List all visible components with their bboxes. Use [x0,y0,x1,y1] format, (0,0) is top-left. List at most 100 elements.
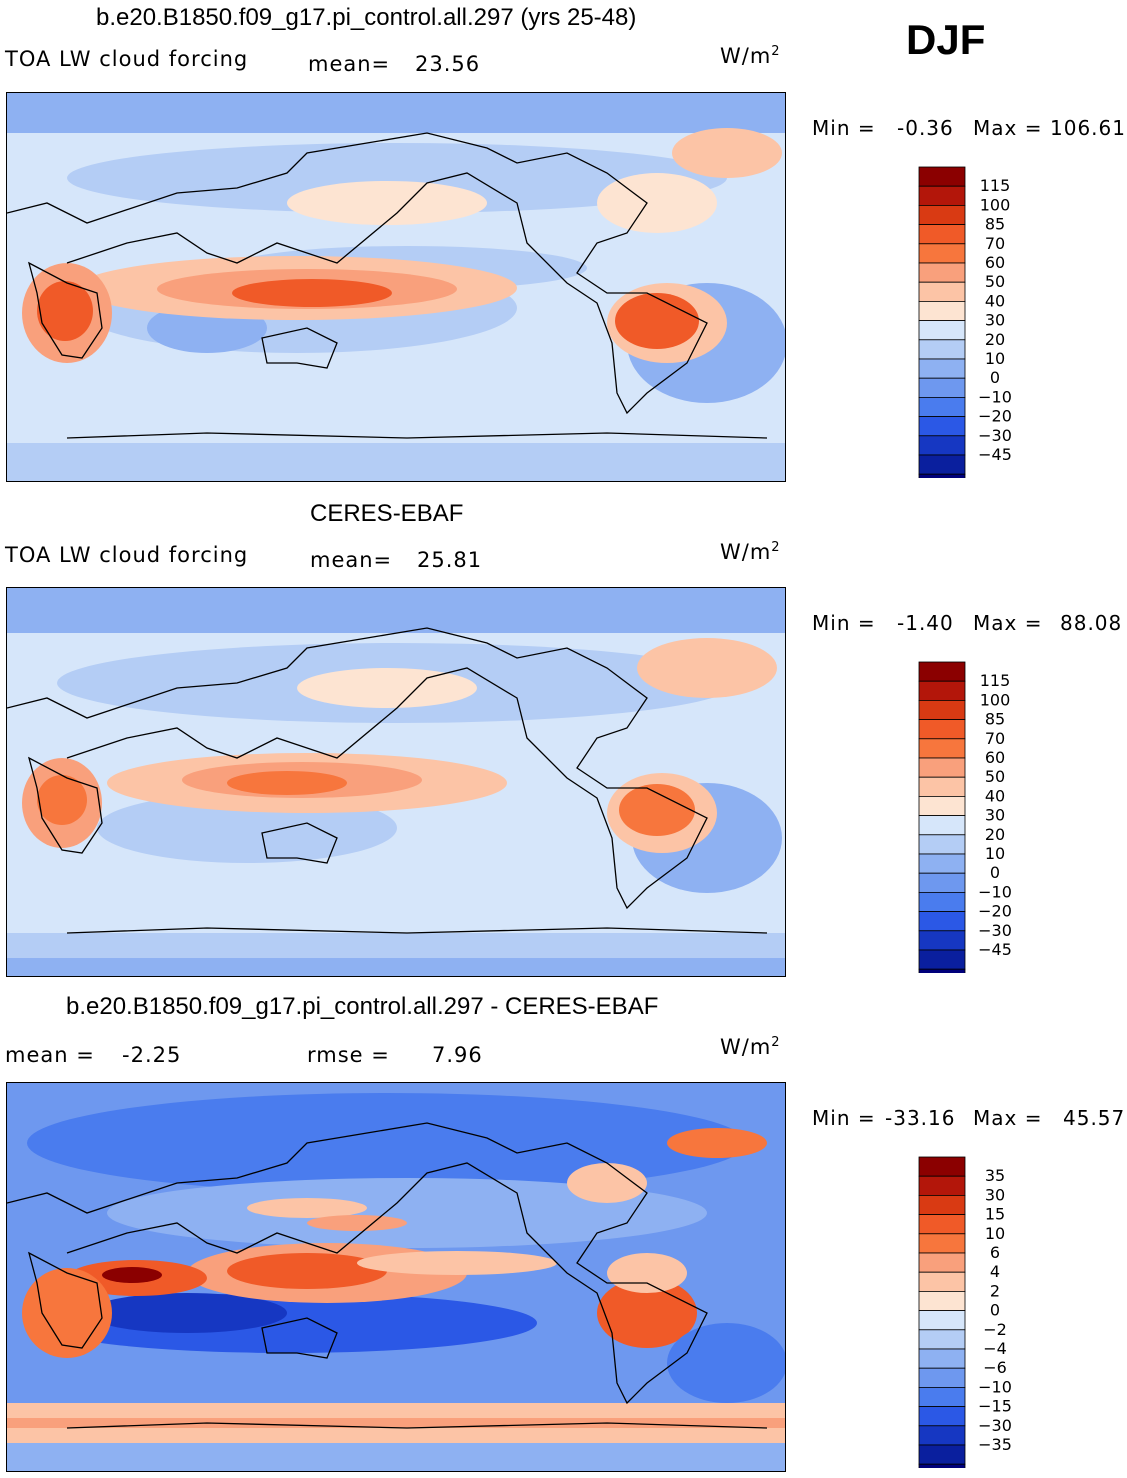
colorbar-swatch [918,262,966,283]
panel3-min-label: Min = [812,1106,876,1130]
colorbar-tick-label: 70 [985,729,1005,748]
colorbar-tick-label: 60 [985,748,1005,767]
colorbar-tick-label: 4 [990,1262,1000,1281]
colorbar-tick-label: 50 [985,272,1005,291]
colorbar-tick-label: 70 [985,234,1005,253]
colorbar-swatch [918,815,966,836]
colorbar-swatch [918,358,966,379]
colorbar-tick-label: 0 [990,1301,1000,1320]
colorbar-swatch [918,1175,966,1196]
panel1-min-label: Min = [812,116,876,140]
colorbar-swatch [918,243,966,264]
colorbar-swatch [918,224,966,245]
colorbar-swatch [918,757,966,778]
colorbar-swatch [918,396,966,417]
panel3-map [6,1082,786,1472]
colorbar-tick-label: 0 [990,863,1000,882]
colorbar-swatch [918,968,966,973]
colorbar-tick-label: 2 [990,1281,1000,1300]
panel3-max-label: Max = [973,1106,1043,1130]
colorbar-swatch [918,320,966,341]
panel3-rmse-label: rmse = [307,1043,390,1067]
panel2-min-value: -1.40 [897,611,954,635]
colorbar-tick-label: −10 [978,882,1012,901]
colorbar-tick-label: 85 [985,215,1005,234]
colorbar-tick-label: 30 [985,806,1005,825]
panel3-map-plot [7,1083,785,1471]
panel2-variable-label: TOA LW cloud forcing [5,543,249,567]
panel2-map [6,587,786,977]
colorbar-swatch [918,339,966,360]
panel3-max-value: 45.57 [1063,1106,1126,1130]
colorbar-tick-label: 60 [985,253,1005,272]
panel1-title: b.e20.B1850.f09_g17.pi_control.all.297 (… [96,4,637,31]
panel3-mean-value: -2.25 [122,1043,182,1067]
colorbar-swatch [918,454,966,475]
colorbar-tick-label: −10 [978,387,1012,406]
panel2-map-plot [7,588,785,976]
panel3-rmse-value: 7.96 [432,1043,483,1067]
panel2-title: CERES-EBAF [310,500,464,527]
colorbar-swatch [918,1444,966,1465]
colorbar-tick-label: 10 [985,349,1005,368]
colorbar-swatch [918,891,966,912]
panel1-map-plot [7,93,785,481]
panel1-max-value: 106.61 [1050,116,1126,140]
colorbar-swatch [918,1233,966,1254]
colorbar-tick-label: 10 [985,1224,1005,1243]
colorbar-swatch [918,853,966,874]
panel3-units: W/m2 [720,1035,781,1059]
colorbar-tick-label: 100 [980,690,1011,709]
colorbar-tick-label: −30 [978,1416,1012,1435]
colorbar-swatch [918,1386,966,1407]
panel3-min-value: -33.16 [885,1106,956,1130]
colorbar-tick-label: 30 [985,311,1005,330]
colorbar-swatch [918,738,966,759]
panel1-variable-label: TOA LW cloud forcing [5,47,249,71]
colorbar-swatch [918,680,966,701]
panel2-mean-value: 25.81 [417,548,483,572]
colorbar-swatch [918,1290,966,1311]
colorbar-tick-label: −30 [978,921,1012,940]
colorbar-swatch [918,300,966,321]
colorbar-tick-label: −45 [978,940,1012,959]
colorbar-swatch [918,911,966,932]
panel2-mean-label: mean= [310,548,393,572]
colorbar-tick-label: 40 [985,786,1005,805]
colorbar-tick-label: 6 [990,1243,1000,1262]
colorbar-swatch [918,795,966,816]
colorbar-tick-label: 15 [985,1205,1005,1224]
colorbar-tick-label: 30 [985,1185,1005,1204]
colorbar-tick-label: 20 [985,330,1005,349]
colorbar-swatch [918,834,966,855]
colorbar-tick-label: −45 [978,445,1012,464]
colorbar-swatch [918,1367,966,1388]
colorbar-tick-label: 0 [990,368,1000,387]
colorbar-tick-label: 35 [985,1166,1005,1185]
colorbar-tick-label: 10 [985,844,1005,863]
colorbar-swatch [918,1406,966,1427]
colorbar-swatch [918,719,966,740]
panel3-title: b.e20.B1850.f09_g17.pi_control.all.297 -… [66,993,659,1020]
colorbar-swatch [918,776,966,797]
colorbar-swatch [918,1214,966,1235]
panel1-mean-label: mean= [308,52,391,76]
colorbar-tick-label: −35 [978,1435,1012,1454]
colorbar-swatch [918,185,966,206]
panel3-mean-label: mean = [5,1043,95,1067]
colorbar-swatch [918,281,966,302]
panel2-min-label: Min = [812,611,876,635]
colorbar-tick-label: 100 [980,195,1011,214]
colorbar-swatch [918,661,966,682]
panel2-units: W/m2 [720,540,781,564]
colorbar-tick-label: 115 [980,176,1011,195]
colorbar-swatch [918,205,966,226]
colorbar-swatch [918,930,966,951]
colorbar-swatch [918,1425,966,1446]
colorbar-tick-label: −2 [983,1320,1007,1339]
colorbar-swatch [918,473,966,478]
colorbar-tick-label: −10 [978,1377,1012,1396]
